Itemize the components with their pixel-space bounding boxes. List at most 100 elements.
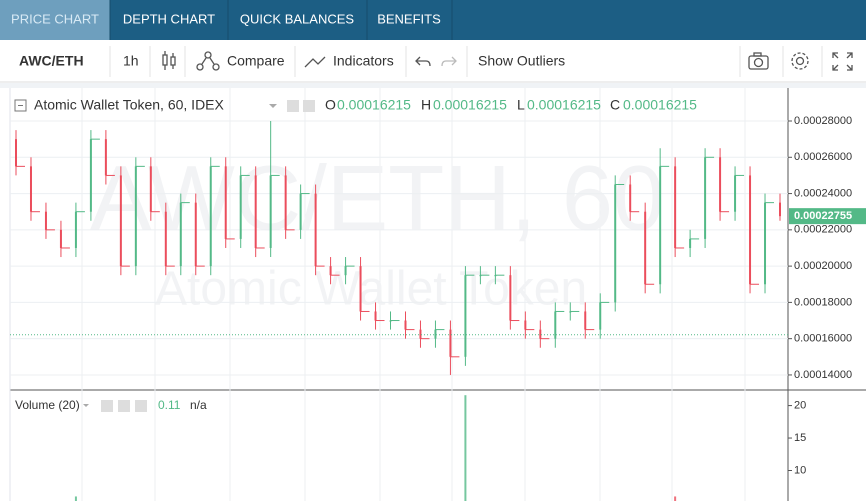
undo-icon[interactable] (415, 56, 431, 67)
y-tick-label: 0.00022000 (794, 224, 852, 236)
volume-legend: Volume (20) (15, 398, 80, 412)
candle-body (629, 184, 632, 212)
tab[interactable]: PRICE CHART (11, 11, 99, 26)
candle-body (15, 139, 17, 167)
ohlc-label: H (421, 97, 431, 113)
volume-tick-label: 20 (794, 399, 806, 411)
redo-icon[interactable] (441, 56, 457, 67)
candle-body (374, 311, 377, 321)
candle-body (674, 166, 677, 248)
last-price-badge (789, 208, 866, 225)
candle-body (764, 202, 767, 285)
candle-body (779, 202, 781, 217)
volume-ma: n/a (190, 398, 207, 412)
volume-tick-label: 15 (794, 432, 806, 444)
ohlc-value: 0.00016215 (337, 97, 411, 113)
volume-bar (74, 496, 77, 501)
candle-body (344, 266, 347, 276)
candle-body (419, 329, 422, 339)
toolbar-separators (109, 46, 823, 77)
candle-body (239, 175, 242, 239)
candle-body (749, 175, 752, 285)
candle-body (44, 211, 47, 230)
legend-icon[interactable] (303, 100, 315, 112)
chart-title: Atomic Wallet Token, 60, IDEX (34, 97, 225, 113)
candle-body (119, 175, 122, 267)
volume-value: 0.11 (158, 398, 181, 412)
candle-body (269, 175, 272, 248)
candle-body (164, 211, 167, 267)
candle-body (29, 166, 32, 212)
candle-body (554, 311, 557, 339)
legend-icon[interactable] (101, 400, 113, 412)
legend-icon[interactable] (118, 400, 130, 412)
candle-body (134, 166, 137, 267)
settings-icon[interactable] (791, 52, 809, 70)
y-tick-label: 0.00014000 (794, 369, 852, 381)
candle-body (179, 202, 182, 267)
candle-body (59, 229, 62, 248)
last-price-label: 0.00022755 (794, 210, 852, 222)
toolbar-gap (0, 83, 866, 88)
volume-bar (674, 496, 677, 501)
ohlc-label: C (610, 97, 620, 113)
volume-menu-arrow[interactable] (83, 404, 89, 407)
candle-body (584, 311, 587, 330)
chart-style-icon[interactable] (162, 51, 176, 70)
indicators-button[interactable]: Indicators (333, 53, 394, 69)
candle-body (224, 166, 227, 239)
tab-bar (0, 0, 866, 40)
interval[interactable]: 1h (123, 53, 139, 69)
candle-body (599, 302, 602, 330)
candle-body (89, 139, 92, 212)
symbol[interactable]: AWC/ETH (19, 53, 84, 69)
candle-body (659, 166, 662, 285)
ohlc-value: 0.00016215 (623, 97, 697, 113)
compare-button[interactable]: Compare (227, 53, 285, 69)
candle-body (209, 166, 212, 267)
y-tick-label: 0.00026000 (794, 151, 852, 163)
candle-body (314, 193, 317, 267)
candle-body (194, 202, 197, 267)
candle-body (149, 166, 152, 212)
toolbar (0, 40, 866, 82)
candle-body (329, 266, 332, 276)
outliers-button[interactable]: Show Outliers (478, 53, 565, 69)
legend-icon[interactable] (135, 400, 147, 412)
candle-body (524, 320, 527, 330)
candle-body (509, 275, 512, 321)
y-tick-label: 0.00020000 (794, 260, 852, 272)
candle-body (254, 175, 257, 248)
y-tick-label: 0.00028000 (794, 115, 852, 127)
compare-icon[interactable] (196, 51, 220, 71)
ohlc-label: L (517, 97, 525, 113)
collapse-button[interactable] (14, 99, 27, 112)
ohlc-label: O (325, 97, 336, 113)
fullscreen-icon[interactable] (832, 52, 853, 71)
candle-body (464, 275, 467, 357)
snapshot-icon[interactable] (748, 52, 769, 70)
tab[interactable]: QUICK BALANCES (240, 11, 354, 26)
y-tick-label: 0.00016000 (794, 333, 852, 345)
volume-tick-label: 10 (794, 464, 806, 476)
candle-body (449, 329, 452, 357)
tab[interactable]: DEPTH CHART (123, 11, 215, 26)
tab[interactable]: BENEFITS (377, 11, 441, 26)
y-tick-label: 0.00024000 (794, 187, 852, 199)
active-tab[interactable] (0, 0, 110, 40)
title-menu-arrow[interactable] (269, 104, 277, 108)
candle-body (644, 211, 647, 285)
watermark-subtitle: Atomic Wallet Token (155, 263, 587, 316)
candle-body (689, 238, 692, 248)
indicators-icon[interactable] (304, 56, 326, 68)
watermark: AWC/ETH, 60 (90, 147, 664, 249)
candle-body (614, 184, 617, 303)
y-tick-label: 0.00018000 (794, 296, 852, 308)
candle-body (284, 175, 287, 230)
legend-icon[interactable] (287, 100, 299, 112)
candle-body (719, 157, 722, 212)
candle-body (359, 266, 362, 312)
candle-body (299, 193, 302, 230)
ohlc-value: 0.00016215 (527, 97, 601, 113)
